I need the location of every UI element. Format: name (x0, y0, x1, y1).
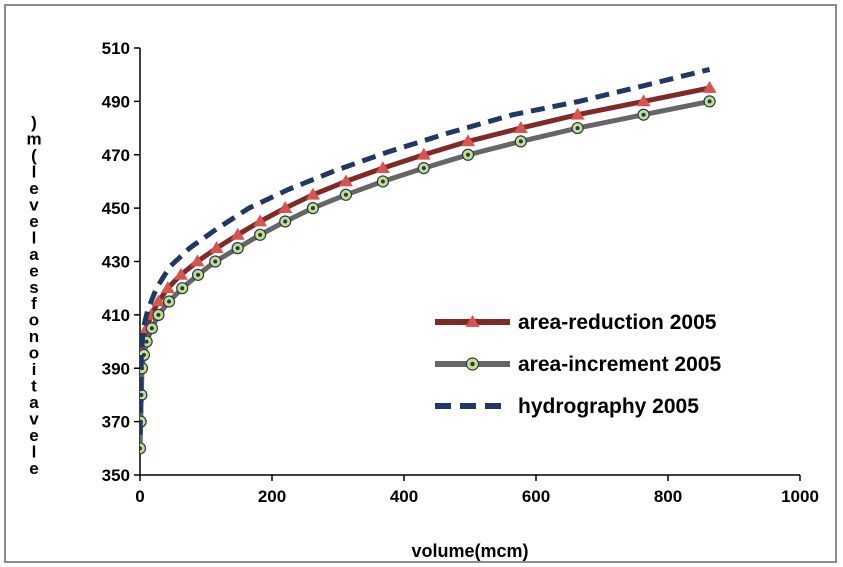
y-axis-title-char: v (29, 195, 39, 214)
data-point-center (641, 112, 646, 117)
data-point-center (235, 246, 240, 251)
data-point (702, 81, 717, 93)
data-point-center (466, 152, 471, 157)
data-point-center (140, 392, 144, 397)
data-point-center (258, 232, 263, 237)
data-point-center (180, 286, 185, 291)
data-point-center (167, 299, 172, 304)
x-axis-title: volume(mcm) (411, 541, 528, 561)
series-line (140, 85, 711, 369)
y-axis-title-char: l (32, 228, 37, 247)
data-point-center (707, 99, 712, 104)
y-axis-title-char: a (29, 393, 39, 412)
y-axis-title-char: s (29, 278, 38, 297)
data-point-center (140, 446, 142, 451)
y-axis-title-char: v (29, 410, 39, 429)
data-point-center (421, 166, 426, 171)
data-point-center (310, 206, 315, 211)
legend: area-reduction 2005 area-increment 2005 hy… (435, 311, 721, 418)
data-point-center (343, 192, 348, 197)
x-tick-label: 800 (654, 487, 682, 506)
y-axis-title-char: l (32, 162, 37, 181)
legend-marker (465, 315, 480, 327)
y-axis-title-char: t (31, 377, 37, 396)
x-tick-label: 200 (258, 487, 286, 506)
y-axis-title-char: e (29, 459, 38, 478)
y-axis-title-char: ) (31, 113, 37, 132)
y-axis-title-char: n (29, 327, 39, 346)
y-tick-label: 410 (102, 306, 130, 325)
data-point-center (213, 259, 218, 264)
data-point (278, 201, 293, 214)
data-point (513, 121, 528, 133)
data-point (173, 267, 188, 280)
y-axis-title-char: e (29, 212, 38, 231)
data-point (253, 214, 268, 227)
y-axis-title-char: o (29, 344, 39, 363)
y-axis-title-char: l (32, 443, 37, 462)
legend-label: hydrography 2005 (518, 395, 699, 418)
data-point (375, 161, 390, 173)
x-tick-label: 0 (135, 487, 144, 506)
y-tick-label: 470 (102, 146, 130, 165)
y-axis-title-char: f (31, 294, 37, 313)
series-line (140, 66, 711, 436)
data-point (190, 254, 205, 267)
y-axis-title-char: e (29, 179, 38, 198)
x-tick-label: 400 (390, 487, 418, 506)
data-point (636, 94, 651, 107)
data-point (305, 187, 320, 200)
data-point (416, 147, 431, 160)
y-axis-title-char: e (29, 261, 38, 280)
y-axis-title-char: m (26, 129, 41, 148)
data-point (160, 281, 175, 294)
x-tick-label: 1000 (781, 487, 819, 506)
data-point-center (196, 272, 201, 277)
y-axis-title-char: ( (31, 146, 37, 165)
data-point-center (575, 126, 580, 131)
x-tick-label: 600 (522, 487, 550, 506)
y-axis-title-char: e (29, 426, 38, 445)
data-point (140, 442, 147, 455)
series-2 (140, 66, 711, 436)
data-point (338, 174, 353, 187)
data-point-center (380, 179, 385, 184)
y-axis-title-char: i (32, 360, 37, 379)
y-tick-label: 430 (102, 253, 130, 272)
y-axis-title-char: a (29, 245, 39, 264)
series-layer (140, 66, 717, 455)
data-point (461, 134, 476, 147)
chart-frame (4, 4, 837, 563)
data-point-center (144, 339, 149, 344)
y-tick-label: 450 (102, 199, 130, 218)
y-tick-label: 370 (102, 413, 130, 432)
y-tick-label: 350 (102, 466, 130, 485)
legend-label: area-increment 2005 (518, 353, 721, 376)
y-tick-label: 490 (102, 92, 130, 111)
legend-label: area-reduction 2005 (518, 311, 717, 334)
data-point-center (518, 139, 523, 144)
legend-marker-center (470, 361, 475, 367)
data-point (151, 294, 166, 307)
data-point-center (156, 312, 161, 317)
data-point (570, 107, 585, 120)
data-point (209, 241, 224, 254)
y-tick-label: 510 (102, 39, 130, 58)
y-tick-label: 390 (102, 359, 130, 378)
data-point-center (283, 219, 288, 224)
axes: 350 370 390 410 430 450 470 490 510 0 200 400 600 800… (102, 39, 819, 506)
data-point (230, 227, 245, 240)
y-axis-title-char: o (29, 311, 39, 330)
data-point-center (149, 326, 154, 331)
